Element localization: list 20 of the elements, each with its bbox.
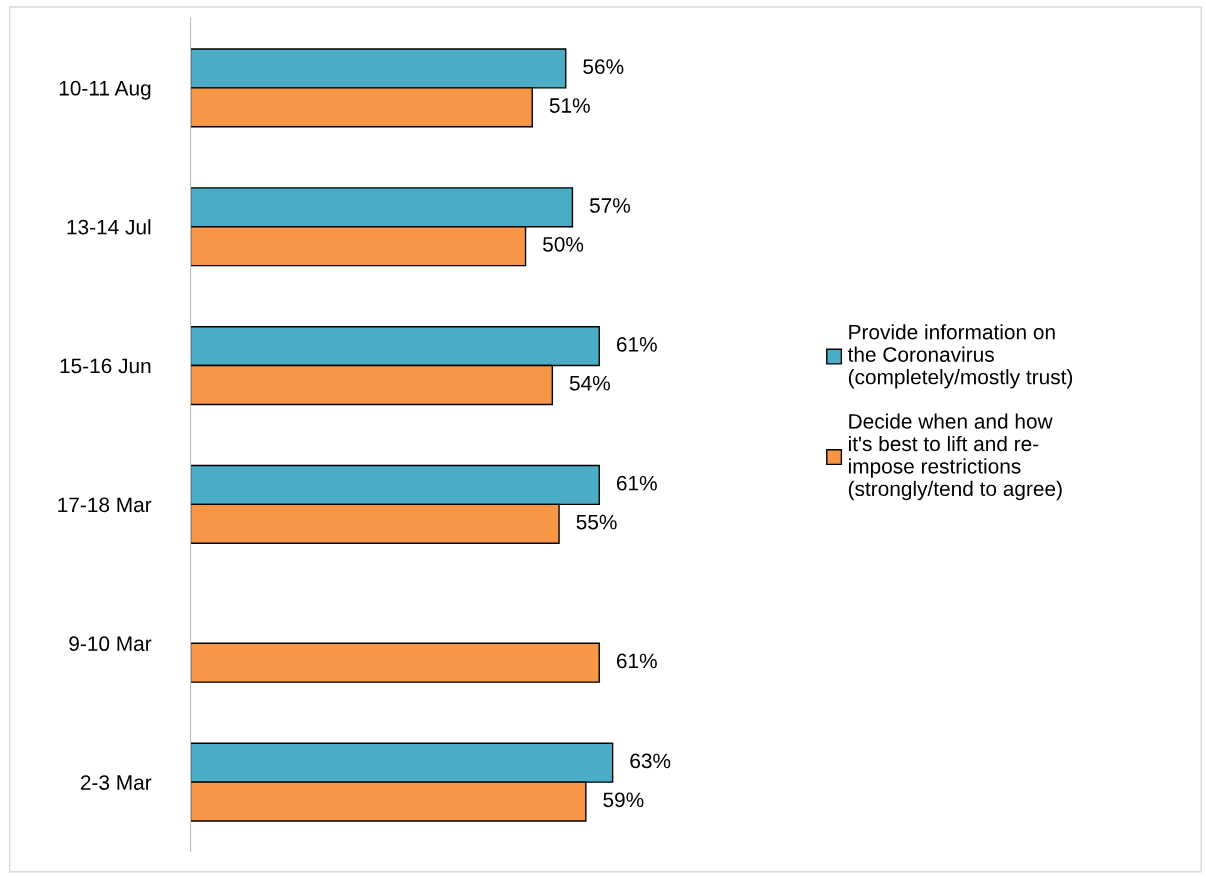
data-label: 63% xyxy=(630,753,671,769)
data-label: 59% xyxy=(603,792,644,808)
y-tick-label: 2-3 Mar xyxy=(80,775,152,790)
y-tick-label: 15-16 Jun xyxy=(60,358,151,374)
data-label: 51% xyxy=(549,98,590,113)
data-label: 55% xyxy=(576,514,617,530)
data-label: 57% xyxy=(589,198,631,213)
y-tick-label: 13-14 Jul xyxy=(67,219,151,235)
data-label: 61% xyxy=(616,336,657,352)
data-label: 56% xyxy=(583,59,624,74)
data-label: 50% xyxy=(543,236,584,252)
data-label: 61% xyxy=(616,653,657,669)
y-tick-label: 17-18 Mar xyxy=(58,497,152,513)
y-tick-label: 10-11 Aug xyxy=(59,80,151,100)
data-label: 61% xyxy=(616,475,657,491)
y-tick-label: 9-10 Mar xyxy=(69,636,152,652)
legend-label: Decide when and how it's best to lift and re- impose restrictions (strongly/tend to agree) xyxy=(848,413,1062,501)
bar xyxy=(190,642,600,683)
legend-label: Provide information on the Coronavirus (completely/mostly trust) xyxy=(847,324,1073,389)
data-label: 54% xyxy=(569,375,610,391)
